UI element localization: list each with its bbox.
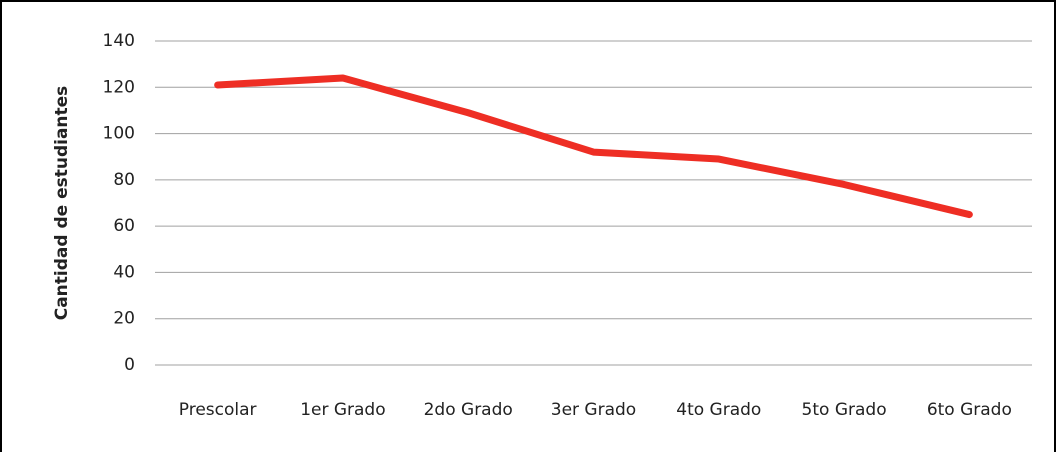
y-axis-title: Cantidad de estudiantes [52, 86, 72, 321]
y-tick-label: 20 [113, 309, 135, 329]
y-tick-label: 40 [113, 262, 135, 282]
x-tick-label: 3er Grado [551, 400, 636, 420]
x-tick-label: 6to Grado [927, 400, 1012, 420]
y-tick-label: 100 [103, 124, 135, 144]
x-tick-label: 1er Grado [300, 400, 385, 420]
y-tick-label: 140 [103, 31, 135, 51]
y-tick-label: 0 [124, 355, 135, 375]
y-tick-label: 120 [103, 77, 135, 97]
data-line [214, 74, 973, 219]
x-tick-label: 5to Grado [802, 400, 887, 420]
y-tick-label: 60 [113, 216, 135, 236]
x-tick-label: 4to Grado [676, 400, 761, 420]
x-tick-label: Prescolar [179, 400, 257, 420]
y-tick-label: 80 [113, 170, 135, 190]
x-tick-label: 2do Grado [424, 400, 513, 420]
